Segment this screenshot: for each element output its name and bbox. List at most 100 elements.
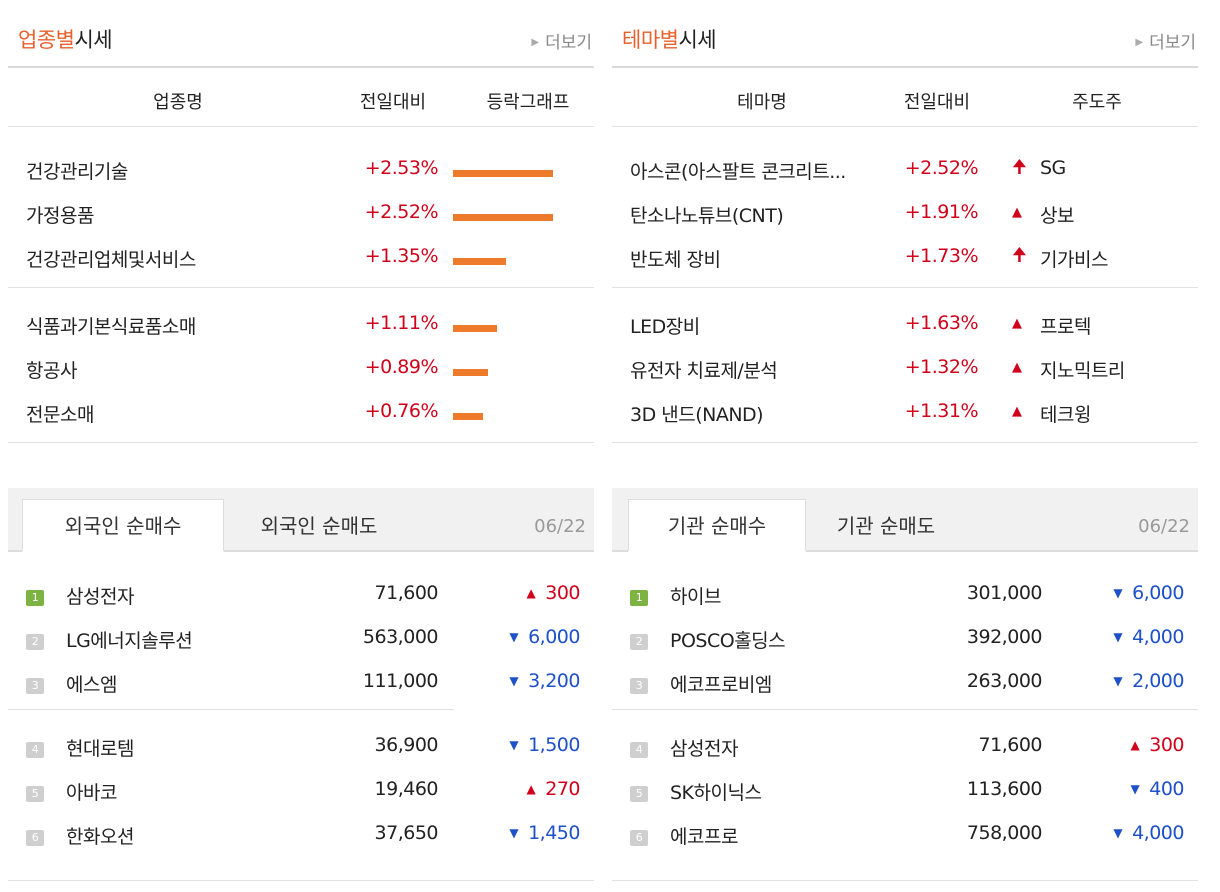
stock-row[interactable]: 3 에스엠 111,000 ▼ 3,200 (8, 670, 594, 700)
stock-name[interactable]: POSCO홀딩스 (670, 630, 786, 652)
leading-stock[interactable]: 테크윙 (1040, 404, 1091, 426)
theme-row[interactable]: 반도체 장비 +1.73% 🠉 기가비스 (612, 245, 1198, 275)
stock-row[interactable]: 2 POSCO홀딩스 392,000 ▼ 4,000 (612, 626, 1198, 656)
up-triangle-icon: ▲ (526, 782, 536, 796)
theme-name[interactable]: 아스콘(아스팔트 콘크리트... (630, 161, 846, 183)
stock-name[interactable]: 한화오션 (66, 826, 134, 848)
sector-row[interactable]: 가정용품 +2.52% (8, 201, 594, 231)
price-change: ▼ 6,000 (1113, 582, 1184, 604)
institution-net-buy-panel: 기관 순매수 기관 순매도 06/22 1 하이브 301,000 ▼ 6,000 2 PO… (612, 488, 1198, 881)
theme-name[interactable]: 탄소나노튜브(CNT) (630, 205, 784, 227)
trade-date: 06/22 (534, 516, 586, 537)
up-triangle-icon: ▲ (526, 586, 536, 600)
tab-institution-net-buy[interactable]: 기관 순매수 (628, 499, 806, 552)
sector-change: +1.35% (364, 245, 439, 267)
stock-row[interactable]: 5 아바코 19,460 ▲ 270 (8, 778, 594, 808)
theme-row[interactable]: 3D 낸드(NAND) +1.31% ▲ 테크윙 (612, 400, 1198, 430)
sector-name[interactable]: 건강관리기술 (26, 161, 128, 183)
stock-name[interactable]: 삼성전자 (66, 586, 134, 608)
theme-row[interactable]: LED장비 +1.63% ▲ 프로텍 (612, 312, 1198, 342)
theme-change: +1.73% (904, 245, 979, 267)
theme-row[interactable]: 아스콘(아스팔트 콘크리트... +2.52% 🠉 SG (612, 157, 1198, 187)
sector-panel-title: 업종별시세 (18, 28, 113, 52)
trade-date: 06/22 (1138, 516, 1190, 537)
caret-right-icon: ▶ (531, 37, 540, 48)
down-triangle-icon: ▼ (1130, 782, 1140, 796)
theme-name[interactable]: 반도체 장비 (630, 249, 721, 271)
stock-name[interactable]: 에코프로비엠 (670, 674, 772, 696)
theme-more-link[interactable]: ▶ 더보기 (1135, 33, 1196, 53)
theme-change: +2.52% (904, 157, 979, 179)
stock-row[interactable]: 5 SK하이닉스 113,600 ▼ 400 (612, 778, 1198, 808)
sector-row[interactable]: 항공사 +0.89% (8, 356, 594, 386)
sector-row[interactable]: 건강관리기술 +2.53% (8, 157, 594, 187)
down-triangle-icon: ▼ (1113, 674, 1123, 688)
stock-row[interactable]: 2 LG에너지솔루션 563,000 ▼ 6,000 (8, 626, 594, 656)
price-change: ▲ 270 (526, 778, 581, 800)
stock-price: 36,900 (374, 734, 439, 756)
stock-price: 301,000 (966, 582, 1043, 604)
stock-name[interactable]: LG에너지솔루션 (66, 630, 193, 652)
sector-row[interactable]: 식품과기본식료품소매 +1.11% (8, 312, 594, 342)
sector-name[interactable]: 가정용품 (26, 205, 94, 227)
price-change: ▼ 3,200 (509, 670, 580, 692)
stock-row[interactable]: 3 에코프로비엠 263,000 ▼ 2,000 (612, 670, 1198, 700)
down-triangle-icon: ▼ (509, 826, 519, 840)
theme-name[interactable]: 유전자 치료제/분석 (630, 360, 778, 382)
stock-name[interactable]: SK하이닉스 (670, 782, 762, 804)
stock-name[interactable]: 하이브 (670, 586, 721, 608)
theme-column-headers: 테마명 전일대비 주도주 (612, 68, 1198, 127)
rank-badge: 4 (26, 742, 44, 758)
sector-change: +2.52% (364, 201, 439, 223)
sector-row[interactable]: 전문소매 +0.76% (8, 400, 594, 430)
sector-name[interactable]: 항공사 (26, 360, 77, 382)
sector-name[interactable]: 식품과기본식료품소매 (26, 316, 196, 338)
sector-name[interactable]: 건강관리업체및서비스 (26, 249, 196, 271)
institution-stock-list: 1 하이브 301,000 ▼ 6,000 2 POSCO홀딩스 392,000 ▼ 4,000 3… (612, 552, 1198, 881)
theme-name[interactable]: LED장비 (630, 316, 700, 338)
tab-foreign-net-sell[interactable]: 외국인 순매도 (260, 514, 378, 538)
stock-row[interactable]: 1 하이브 301,000 ▼ 6,000 (612, 582, 1198, 612)
up-triangle-icon: ▲ (1130, 738, 1140, 752)
theme-row[interactable]: 유전자 치료제/분석 +1.32% ▲ 지노믹트리 (612, 356, 1198, 386)
stock-price: 563,000 (362, 626, 439, 648)
stock-row[interactable]: 6 한화오션 37,650 ▼ 1,450 (8, 822, 594, 852)
stock-name[interactable]: 에코프로 (670, 826, 738, 848)
upper-limit-arrow-icon: 🠉 (1012, 157, 1027, 178)
stock-name[interactable]: 에스엠 (66, 674, 117, 696)
foreign-net-buy-panel: 외국인 순매수 외국인 순매도 06/22 1 삼성전자 71,600 ▲ 300 2 LG… (8, 488, 594, 881)
sector-quote-panel: 업종별시세 ▶ 더보기 업종명 전일대비 등락그래프 건강관리기술 +2.53% 가정… (8, 0, 594, 443)
foreign-tab-bar: 외국인 순매수 외국인 순매도 06/22 (8, 488, 594, 552)
sector-change: +0.89% (364, 356, 439, 378)
down-triangle-icon: ▼ (1113, 630, 1123, 644)
leading-stock[interactable]: 기가비스 (1040, 249, 1108, 271)
tab-foreign-net-buy[interactable]: 외국인 순매수 (22, 499, 224, 552)
col-header-change: 전일대비 (359, 92, 427, 113)
leading-stock[interactable]: 상보 (1040, 205, 1074, 227)
stock-name[interactable]: 삼성전자 (670, 738, 738, 760)
stock-group: 1 삼성전자 71,600 ▲ 300 2 LG에너지솔루션 563,000 ▼ 6,000 3 에스… (8, 552, 594, 710)
stock-row[interactable]: 6 에코프로 758,000 ▼ 4,000 (612, 822, 1198, 852)
stock-row[interactable]: 1 삼성전자 71,600 ▲ 300 (8, 582, 594, 612)
theme-row[interactable]: 탄소나노튜브(CNT) +1.91% ▲ 상보 (612, 201, 1198, 231)
stock-price: 19,460 (374, 778, 439, 800)
stock-name[interactable]: 아바코 (66, 782, 117, 804)
leading-stock[interactable]: 프로텍 (1040, 316, 1091, 338)
divider (612, 709, 1198, 710)
rank-badge: 2 (630, 634, 648, 650)
stock-name[interactable]: 현대로템 (66, 738, 134, 760)
up-triangle-icon: ▲ (1012, 404, 1022, 419)
leading-stock[interactable]: 지노믹트리 (1040, 360, 1125, 382)
stock-row[interactable]: 4 삼성전자 71,600 ▲ 300 (612, 734, 1198, 764)
rank-badge: 3 (630, 678, 648, 694)
sector-more-link[interactable]: ▶ 더보기 (531, 33, 592, 53)
stock-row[interactable]: 4 현대로템 36,900 ▼ 1,500 (8, 734, 594, 764)
theme-change: +1.32% (904, 356, 979, 378)
sector-name[interactable]: 전문소매 (26, 404, 94, 426)
leading-stock[interactable]: SG (1040, 157, 1066, 179)
tab-institution-net-sell[interactable]: 기관 순매도 (836, 514, 936, 538)
rank-badge: 2 (26, 634, 44, 650)
theme-name[interactable]: 3D 낸드(NAND) (630, 404, 764, 426)
sector-row[interactable]: 건강관리업체및서비스 +1.35% (8, 245, 594, 275)
